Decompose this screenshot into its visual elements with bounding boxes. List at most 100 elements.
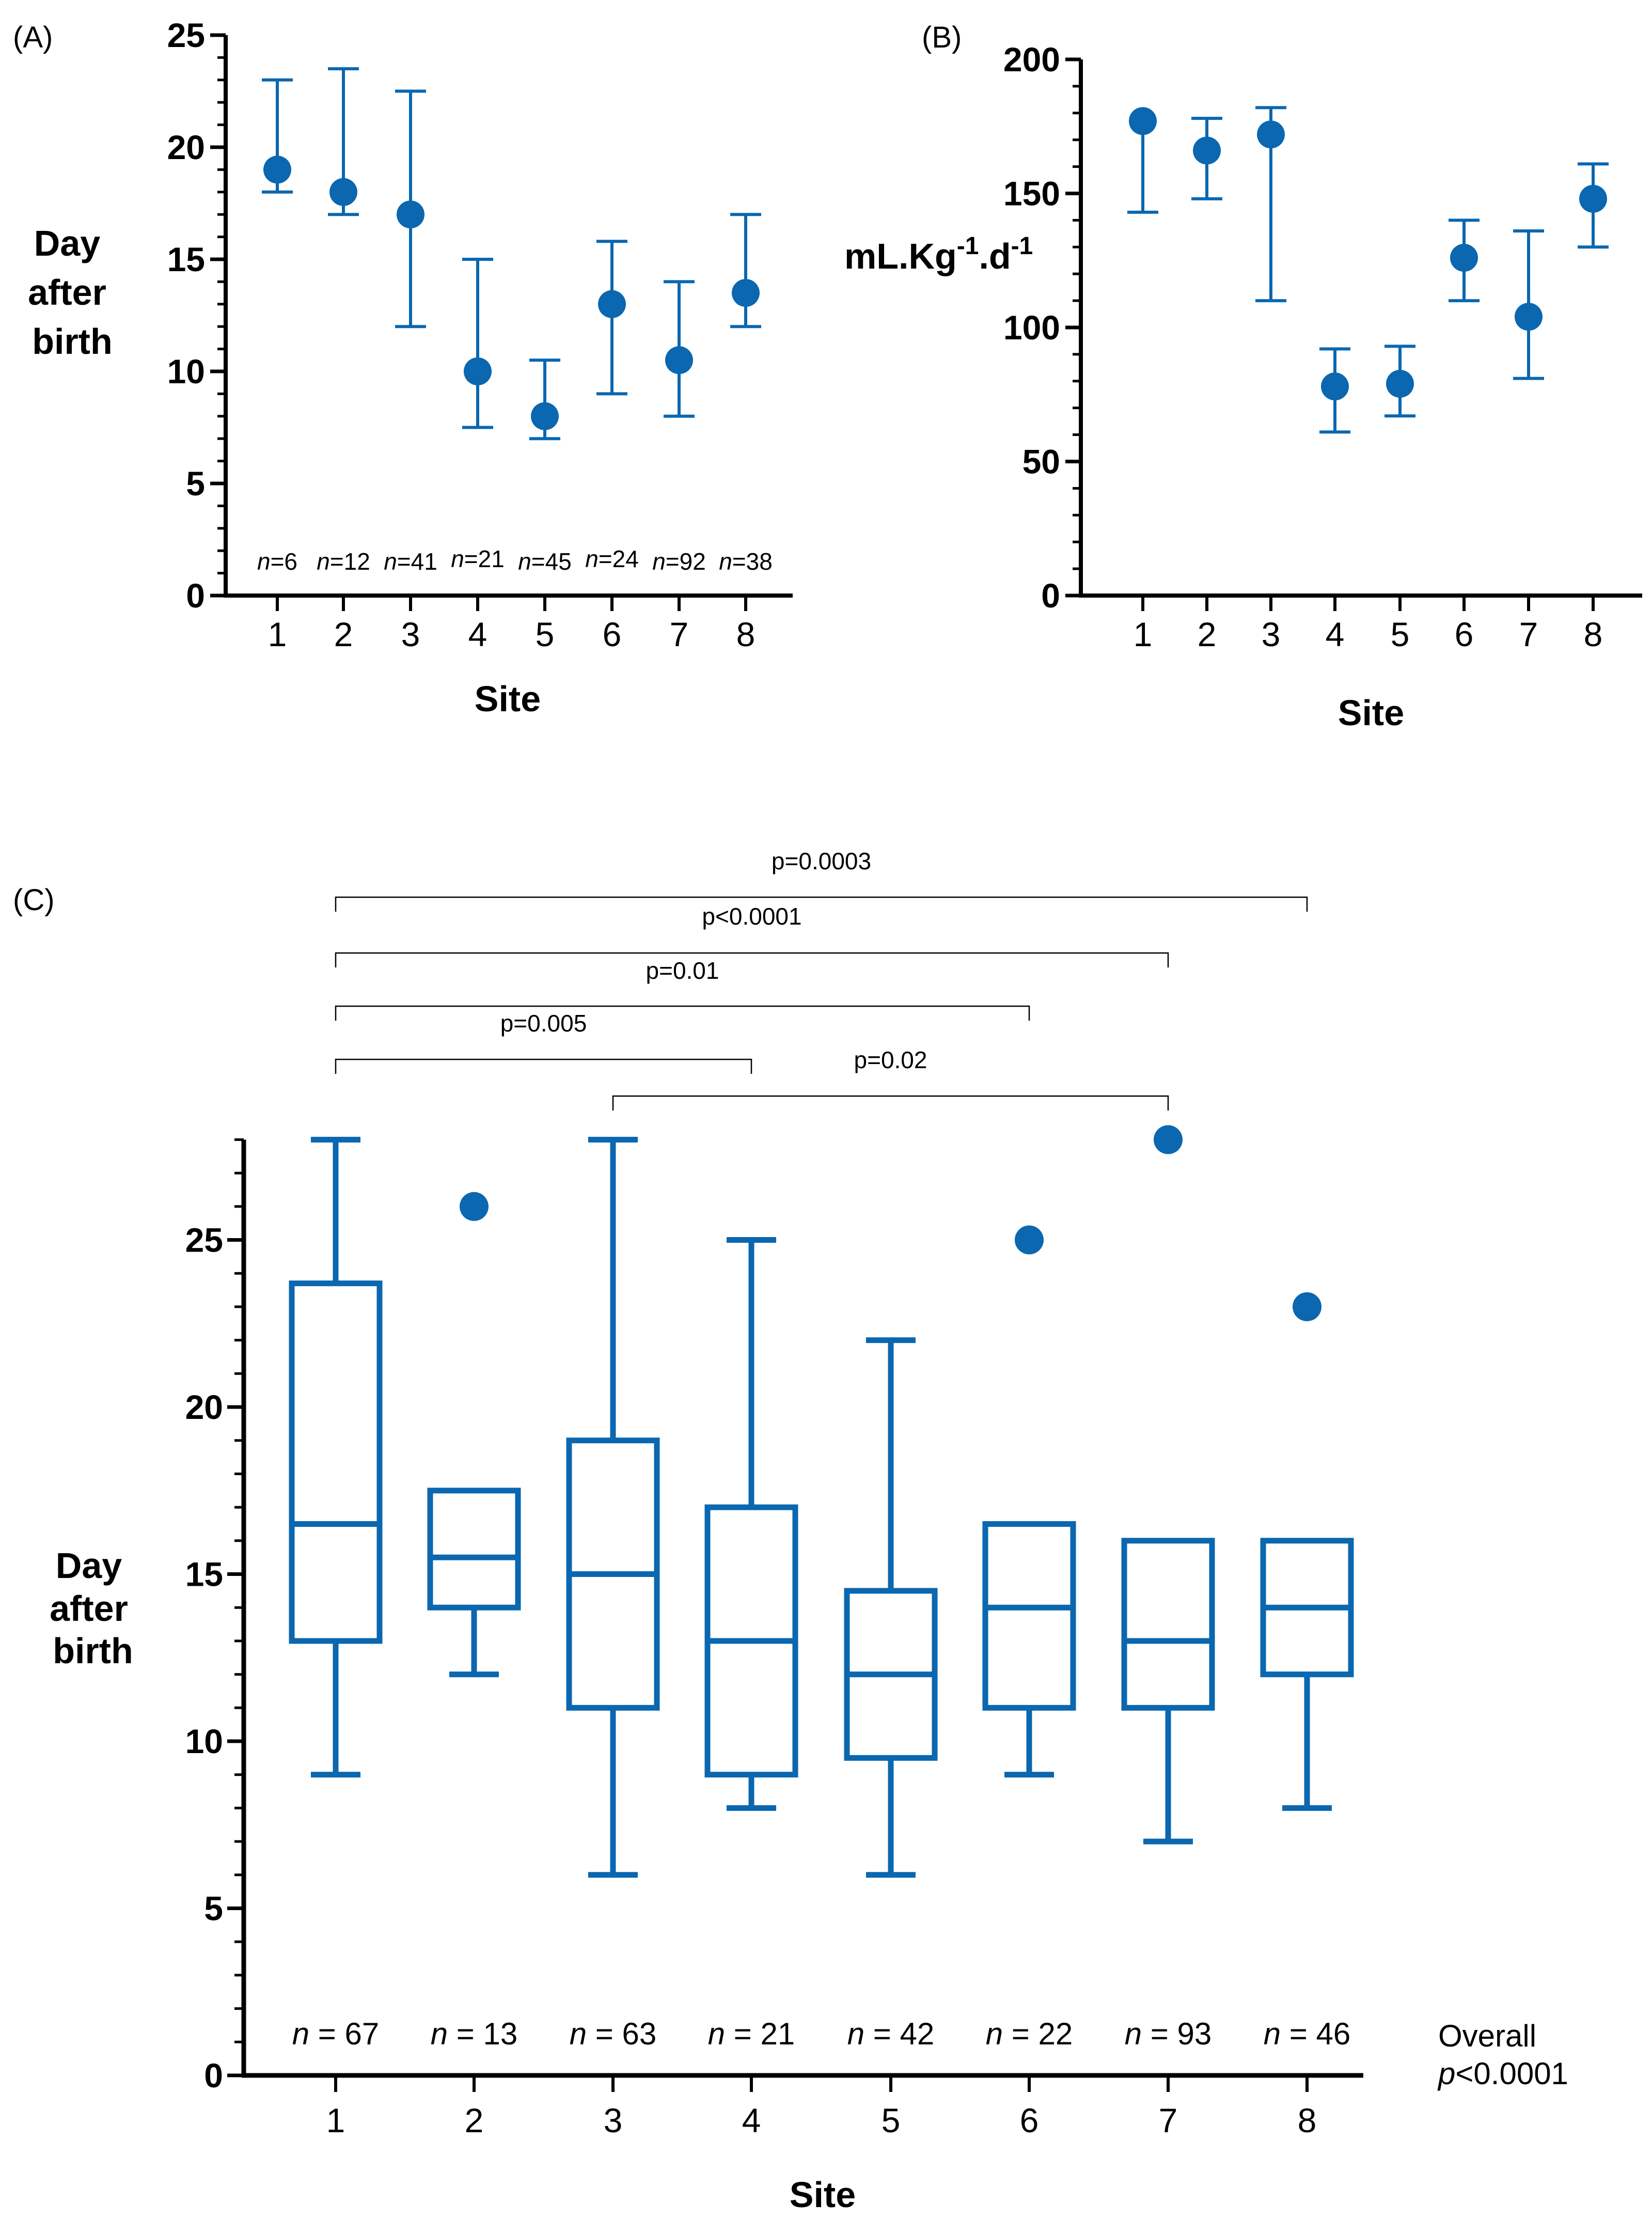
panel-b-x-tick-label: 1 [1134,615,1153,653]
panel-c-bracket-line [335,1058,752,1074]
panel-c-box-site-7 [1121,1125,1215,1845]
panel-c-box-site-3 [566,1136,660,1878]
panel-c-outlier-point [1015,1225,1044,1255]
panel-a-x-tick-label: 3 [401,615,420,653]
panel-c-n-label: n = 13 [431,2017,518,2051]
panel-c-overall-line2: p<0.0001 [1437,2056,1568,2091]
panel-b-ylabel-sup1: -1 [957,232,979,260]
panel-c-n-label-prefix: n [986,2017,1003,2051]
panel-c-n-label: n = 63 [570,2017,657,2051]
panel-a-point [732,279,760,307]
panel-a-n-label: n=92 [652,548,706,575]
panel-c-overall-line1: Overall [1438,2019,1536,2053]
panel-b-ylabel-base: mL.Kg [844,236,957,276]
panel-c-bracket: p=0.02 [612,1046,1169,1111]
panel-b-xlabel: Site [1338,693,1404,733]
panel-a-n-label-prefix: n [652,548,666,575]
panel-b-x-tick-label: 6 [1455,615,1474,653]
panel-a-n-label-prefix: n [585,545,599,572]
panel-a-ylabel-line3: birth [32,321,113,362]
panel-c-n-label-value: = 21 [725,2017,795,2051]
panel-c-bracket-label: p=0.0003 [772,848,871,874]
panel-c-overall-test: Overall p<0.0001 [1437,2019,1568,2091]
panel-c-ylabel-line1: Day [56,1545,122,1586]
panel-c-x-tick-label: 6 [1020,2101,1039,2139]
panel-a-x-tick-label: 8 [736,615,756,653]
panel-c-n-label-value: = 63 [587,2017,656,2051]
panel-c-bracket-label: p<0.0001 [702,903,801,930]
panel-b-y-tick-label: 100 [1003,308,1060,347]
panel-a-point [464,357,492,385]
panel-c-n-label: n = 42 [847,2017,935,2051]
panel-c-x-tick-label: 5 [882,2101,901,2139]
panel-a-y-tick-label: 20 [167,128,205,166]
panel-c-outlier-point [460,1192,489,1221]
panel-a-n-label-value: =45 [531,548,572,575]
panel-c-iqr-box [982,1521,1076,1711]
panel-a-xlabel: Site [475,679,541,719]
panel-a-tag: (A) [13,21,53,54]
panel-c-bracket-line [335,952,1169,967]
panel-a-x-tick-label: 1 [268,615,287,653]
panel-c-x-tick-label: 2 [465,2101,484,2139]
panel-c-y-tick-label: 10 [185,1722,223,1760]
panel-a-n-label: n=38 [719,548,773,575]
panel-c-n-label-prefix: n [847,2017,864,2051]
panel-c-bracket: p<0.0001 [335,903,1169,967]
panel-c-bracket-label: p=0.005 [500,1010,587,1037]
panel-b-y-tick-label: 150 [1003,175,1060,213]
panel-c-box-site-8 [1260,1292,1354,1811]
panel-c-box-site-6 [982,1225,1076,1778]
panel-c-box-site-2 [427,1192,521,1678]
panel-b-axes: 0 50 100 150 200 1 2 3 4 5 6 7 8 [1003,40,1642,653]
panel-a-ylabel-line2: after [28,272,106,312]
panel-a-x-tick-label: 4 [468,615,487,653]
panel-b-x-tick-label: 2 [1198,615,1217,653]
panel-b-point [1579,184,1607,213]
panel-c-n-label-prefix: n [1264,2017,1281,2051]
panel-b-point [1515,303,1543,331]
panel-c-n-labels: n = 67 n = 13 n = 63 n = 21 n = 42 n = 22 n = … [292,2017,1351,2051]
panel-a-marks [262,67,761,441]
panel-a-x-tick-label: 6 [603,615,622,653]
panel-c-n-label-value: = 67 [309,2017,379,2051]
panel-c-n-label-prefix: n [570,2017,587,2051]
panel-c-outlier-point [1293,1292,1321,1321]
panel-c-x-tick-label: 7 [1159,2101,1178,2139]
panel-b-point [1321,372,1349,401]
panel-a-n-label-prefix: n [518,548,531,575]
panel-c-bracket: p=0.005 [335,1010,752,1074]
panel-c-x-tick-label: 8 [1298,2101,1317,2139]
panel-a-axes: 0 5 10 15 20 25 1 2 3 4 5 6 7 8 [167,16,793,653]
panel-a-n-labels: n=6 n=12 n=41 n=21 n=45 n=24 n=92 n=38 [257,545,773,575]
panel-c-n-label-value: = 42 [864,2017,934,2051]
panel-c-x-tick-label: 3 [604,2101,623,2139]
panel-a-y-tick-label: 15 [167,240,205,278]
panel-c-box-site-5 [844,1337,938,1878]
panel-c-overall-p: p [1437,2056,1455,2091]
panel-b-x-tick-label: 4 [1326,615,1345,653]
panel-b-x-tick-label: 7 [1519,615,1538,653]
panel-b-x-tick-label: 3 [1262,615,1281,653]
panel-c-box-site-4 [704,1237,798,1811]
panel-c-axes: 0 5 10 15 20 25 1 2 3 4 5 6 7 8 [185,1138,1363,2139]
panel-b-y-tick-label: 0 [1041,576,1060,615]
panel-c-n-label: n = 67 [292,2017,380,2051]
panel-a-point [263,155,291,184]
panel-c-bracket-label: p=0.02 [854,1046,927,1073]
panel-c-ylabel-line2: after [50,1588,128,1629]
panel-c: (C) Day after birth p=0.0003p<0.0001p=0.… [13,848,1568,2215]
panel-a-point [329,178,357,206]
panel-a-point [665,346,693,374]
panel-b-tag: (B) [922,21,962,54]
panel-a-n-label-value: =41 [397,548,437,575]
panel-a-n-label-value: =21 [464,545,505,572]
panel-a-ylabel-line1: Day [34,223,100,263]
panel-c-bracket: p=0.01 [335,957,1030,1021]
panel-c-y-tick-label: 15 [185,1555,223,1593]
panel-c-iqr-box [1121,1538,1215,1711]
panel-a-y-tick-label: 0 [186,576,205,615]
panel-c-y-tick-label: 20 [185,1388,223,1426]
panel-a-y-tick-label: 5 [186,464,205,503]
